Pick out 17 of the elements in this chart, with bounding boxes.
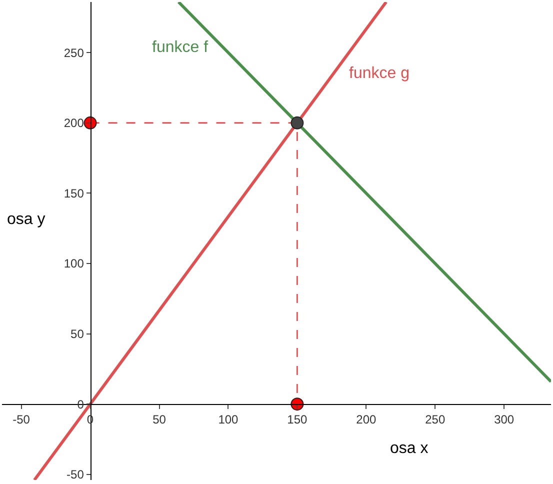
y-tick-label: 150 <box>64 186 84 200</box>
y-tick-label: 250 <box>64 46 84 60</box>
x-tick-label: 150 <box>287 412 308 426</box>
x-tick-label: 100 <box>218 412 239 426</box>
x-tick-label: 50 <box>152 412 166 426</box>
x-tick-label: -50 <box>12 412 30 426</box>
series-label: funkce g <box>349 65 410 82</box>
y-tick-label: 50 <box>70 326 84 341</box>
x-tick-label: 200 <box>356 412 376 426</box>
y-tick-label: -50 <box>66 468 84 482</box>
x-tick-label: 300 <box>494 412 514 426</box>
x-tick-label: 250 <box>425 412 446 426</box>
series-label: funkce f <box>152 39 209 56</box>
y-tick-label: 200 <box>64 116 84 130</box>
y-axis-title: osa y <box>7 211 46 228</box>
x-axis-title: osa x <box>390 440 428 457</box>
y-tick-label: 100 <box>64 256 84 271</box>
